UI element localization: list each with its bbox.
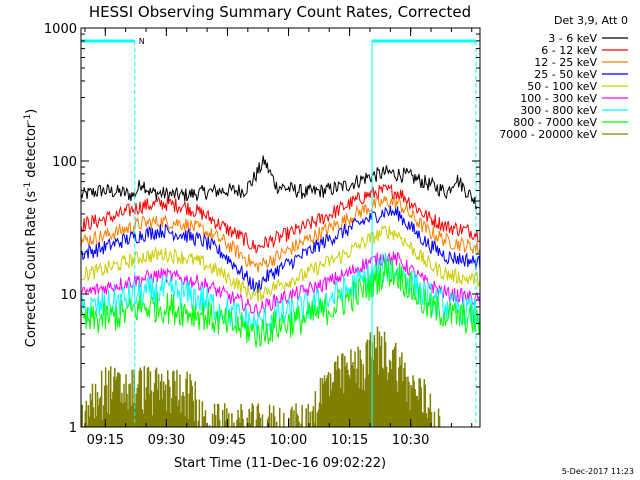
series-line <box>80 326 441 428</box>
legend-label: 800 - 7000 keV <box>513 116 597 129</box>
series-line <box>80 196 481 273</box>
legend-label: 100 - 300 keV <box>520 92 597 105</box>
x-tick-label: 09:30 <box>148 433 185 448</box>
y-axis: 1 10 100 1000 <box>44 22 480 436</box>
night-label: N <box>139 37 145 46</box>
y-tick-label: 1000 <box>44 22 77 37</box>
y-tick-label: 100 <box>52 155 77 170</box>
series-line <box>80 205 481 293</box>
series-line <box>80 183 481 254</box>
legend-label: 12 - 25 keV <box>534 56 597 69</box>
x-tick-label: 09:45 <box>209 433 246 448</box>
plot-lines <box>80 155 481 428</box>
legend-label: 6 - 12 keV <box>541 44 597 57</box>
x-tick-label: 10:15 <box>331 433 368 448</box>
x-axis: 09:15 09:30 09:45 10:00 10:15 10:30 <box>84 28 473 448</box>
legend-label: 3 - 6 keV <box>548 32 597 45</box>
footer-timestamp: 5-Dec-2017 11:23 <box>562 467 634 476</box>
chart-title: HESSI Observing Summary Count Rates, Cor… <box>89 3 471 21</box>
x-tick-label: 10:00 <box>270 433 307 448</box>
night-overlays: N <box>81 37 477 427</box>
legend-label: 7000 - 20000 keV <box>499 128 597 141</box>
plot-frame <box>80 27 481 428</box>
legend-header: Det 3,9, Att 0 <box>554 14 628 27</box>
series-line <box>80 155 481 210</box>
series-line <box>80 251 481 319</box>
x-tick-label: 10:30 <box>392 433 429 448</box>
x-tick-label: 09:15 <box>87 433 124 448</box>
y-tick-label: 10 <box>60 288 77 303</box>
legend-label: 300 - 800 keV <box>520 104 597 117</box>
series-line <box>80 225 481 303</box>
legend-label: 25 - 50 keV <box>534 68 597 81</box>
series-line <box>80 257 481 348</box>
legend-label: 50 - 100 keV <box>527 80 597 93</box>
y-tick-label: 1 <box>69 421 77 436</box>
x-axis-label: Start Time (11-Dec-16 09:02:22) <box>174 456 386 471</box>
y-axis-label: Corrected Count Rate (s-1 detector-1) <box>23 109 39 347</box>
